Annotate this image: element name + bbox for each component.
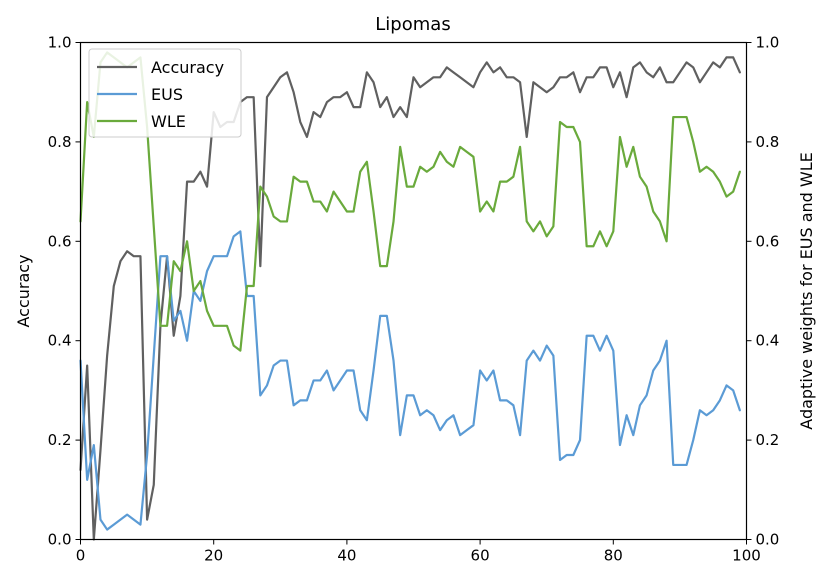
y-tick-label: 0.2 xyxy=(48,431,72,449)
series-line-accuracy xyxy=(79,56,741,541)
chart-title: Lipomas xyxy=(375,14,450,35)
y-tick-label: 0.6 xyxy=(48,232,72,250)
x-tick-label: 20 xyxy=(204,547,223,565)
x-tick-label: 60 xyxy=(471,547,490,565)
x-tick-label: 80 xyxy=(604,547,623,565)
y-tick-label: 0.0 xyxy=(48,531,72,549)
y2-tick-label: 0.8 xyxy=(756,133,780,151)
legend-label-accuracy: Accuracy xyxy=(151,58,224,77)
y2-tick-label: 0.0 xyxy=(756,531,780,549)
series-line-eus xyxy=(79,230,741,531)
y2-tick-label: 0.4 xyxy=(756,332,780,350)
y2-tick-label: 1.0 xyxy=(756,34,780,52)
y-tick-label: 0.4 xyxy=(48,332,72,350)
legend: Accuracy EUS WLE xyxy=(88,48,242,138)
x-tick-label: 0 xyxy=(76,547,86,565)
plot-area xyxy=(79,41,748,541)
y-axis-title: Accuracy xyxy=(14,254,33,327)
y2-tick-label: 0.2 xyxy=(756,431,780,449)
x-tick-label: 40 xyxy=(337,547,356,565)
y2-axis-title: Adaptive weights for EUS and WLE xyxy=(797,152,816,429)
plot-frame xyxy=(79,41,748,541)
legend-label-eus: EUS xyxy=(151,85,183,104)
y2-tick-label: 0.6 xyxy=(756,232,780,250)
y-axis-right: 0.0 0.2 0.4 0.6 0.8 1.0 xyxy=(746,34,780,549)
y-tick-label: 1.0 xyxy=(48,34,72,52)
series-layer xyxy=(79,51,741,541)
legend-box xyxy=(88,48,242,138)
y-axis-left: 0.0 0.2 0.4 0.6 0.8 1.0 xyxy=(48,34,81,549)
y-tick-label: 0.8 xyxy=(48,133,72,151)
x-tick-label: 100 xyxy=(732,547,761,565)
legend-label-wle: WLE xyxy=(151,112,186,131)
x-axis: 0 20 40 60 80 100 xyxy=(76,539,761,565)
series-line-wle xyxy=(79,51,741,352)
